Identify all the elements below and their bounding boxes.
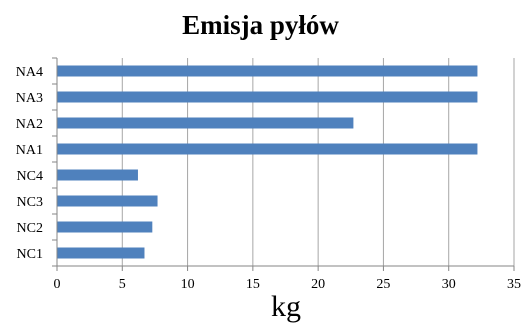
bar-na3 (57, 91, 478, 103)
bar-na2 (57, 117, 354, 129)
x-tick-label-35: 35 (507, 277, 521, 292)
x-tick-label-20: 20 (311, 277, 325, 292)
chart-title: Emisja pyłów (182, 10, 339, 40)
bar-nc1 (57, 247, 145, 259)
tick-labels: 0 5 10 15 20 25 30 35 NC1 NC2 NC3 NC4 NA1 NA2 NA3 NA4 (16, 65, 521, 292)
axes (52, 57, 515, 271)
y-tick-label-na4: NA4 (16, 65, 43, 80)
y-tick-label-nc1: NC1 (17, 247, 43, 262)
y-tick-label-nc3: NC3 (17, 195, 43, 210)
y-tick-label-na3: NA3 (16, 91, 43, 106)
bar-nc3 (57, 195, 158, 207)
y-tick-label-nc4: NC4 (17, 169, 43, 184)
x-tick-label-30: 30 (442, 277, 456, 292)
x-tick-label-15: 15 (246, 277, 260, 292)
gridlines (121, 58, 515, 266)
bar-nc4 (57, 169, 138, 181)
x-tick-label-5: 5 (119, 277, 126, 292)
bars (57, 65, 478, 259)
bar-nc2 (57, 221, 153, 233)
y-tick-label-nc2: NC2 (17, 221, 43, 236)
x-tick-label-0: 0 (54, 277, 61, 292)
y-tick-label-na2: NA2 (16, 117, 43, 132)
bar-na1 (57, 143, 478, 155)
x-axis-title: kg (271, 290, 301, 323)
x-tick-label-10: 10 (181, 277, 195, 292)
x-tick-label-25: 25 (376, 277, 390, 292)
bar-na4 (57, 65, 478, 77)
y-tick-label-na1: NA1 (16, 143, 43, 158)
